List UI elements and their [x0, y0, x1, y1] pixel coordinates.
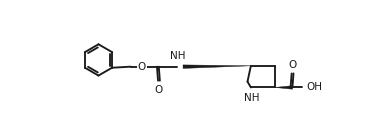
Polygon shape: [275, 86, 292, 89]
Text: OH: OH: [307, 82, 323, 92]
Polygon shape: [183, 65, 251, 68]
Text: O: O: [138, 62, 146, 72]
Text: NH: NH: [171, 51, 186, 61]
Text: O: O: [289, 60, 297, 70]
Text: O: O: [155, 85, 163, 95]
Text: NH: NH: [244, 93, 260, 103]
